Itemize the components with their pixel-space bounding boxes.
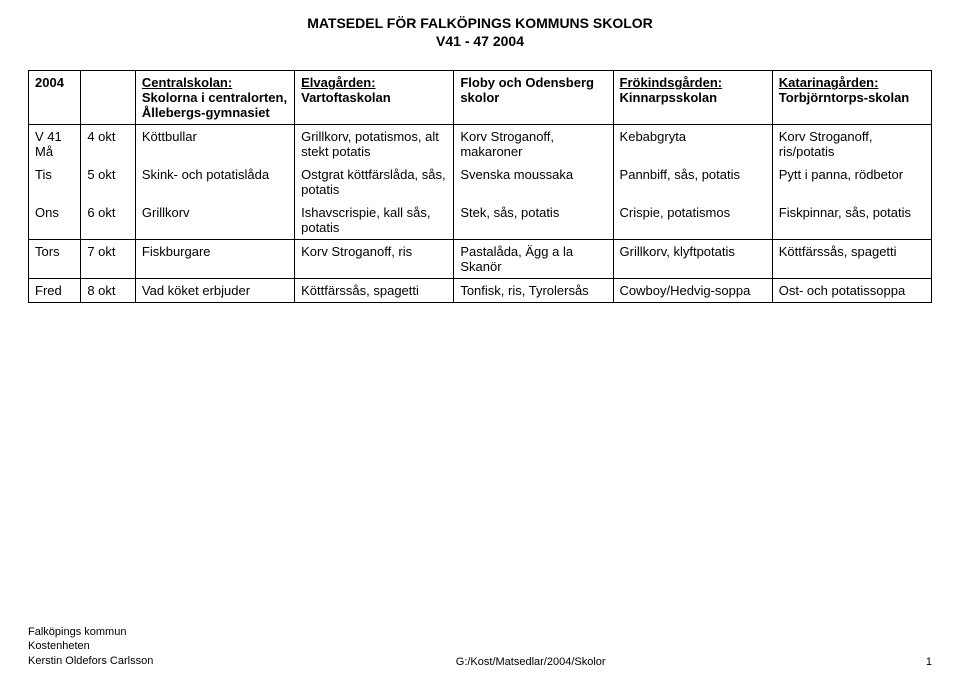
frokindsgarden-title: Frökindsgården: xyxy=(620,75,723,90)
footer-author: Kerstin Oldefors Carlsson xyxy=(28,654,153,668)
cell-c4: Pannbiff, sås, potatis xyxy=(613,163,772,201)
col-frokindsgarden-header: Frökindsgården: Kinnarpsskolan xyxy=(613,71,772,125)
footer-org2: Kostenheten xyxy=(28,639,153,653)
footer-left: Falköpings kommun Kostenheten Kerstin Ol… xyxy=(28,625,153,668)
cell-c5: Köttfärssås, spagetti xyxy=(772,240,931,279)
centralskolan-sub: Skolorna i centralorten, Ållebergs-gymna… xyxy=(142,90,287,120)
floby-title: Floby och Odensberg skolor xyxy=(460,75,594,105)
cell-week: Tors xyxy=(29,240,81,279)
cell-c1: Grillkorv xyxy=(135,201,294,240)
menu-table: 2004 Centralskolan: Skolorna i centralor… xyxy=(28,70,932,303)
table-body: V 41 Må 4 okt Köttbullar Grillkorv, pota… xyxy=(29,125,932,303)
footer-path: G:/Kost/Matsedlar/2004/Skolor xyxy=(153,656,908,668)
cell-c1: Köttbullar xyxy=(135,125,294,164)
cell-c1: Fiskburgare xyxy=(135,240,294,279)
cell-c2: Köttfärssås, spagetti xyxy=(295,279,454,303)
title-line1: MATSEDEL FÖR FALKÖPINGS KOMMUNS SKOLOR xyxy=(0,14,960,32)
cell-c1: Vad köket erbjuder xyxy=(135,279,294,303)
elvagarden-title: Elvagården: xyxy=(301,75,375,90)
katarinagarden-sub: Torbjörntorps-skolan xyxy=(779,90,909,105)
page-footer: Falköpings kommun Kostenheten Kerstin Ol… xyxy=(28,625,932,668)
cell-c3: Korv Stroganoff, makaroner xyxy=(454,125,613,164)
cell-c2: Ostgrat köttfärslåda, sås, potatis xyxy=(295,163,454,201)
cell-c4: Kebabgryta xyxy=(613,125,772,164)
footer-page: 1 xyxy=(908,656,932,668)
cell-c5: Korv Stroganoff, ris/potatis xyxy=(772,125,931,164)
cell-week: V 41 Må xyxy=(29,125,81,164)
cell-c5: Pytt i panna, rödbetor xyxy=(772,163,931,201)
cell-date: 8 okt xyxy=(81,279,136,303)
cell-c3: Stek, sås, potatis xyxy=(454,201,613,240)
cell-c5: Ost- och potatissoppa xyxy=(772,279,931,303)
footer-org1: Falköpings kommun xyxy=(28,625,153,639)
katarinagarden-title: Katarinagården: xyxy=(779,75,879,90)
cell-c4: Grillkorv, klyftpotatis xyxy=(613,240,772,279)
table-row: Fred 8 okt Vad köket erbjuder Köttfärsså… xyxy=(29,279,932,303)
cell-c1: Skink- och potatislåda xyxy=(135,163,294,201)
cell-date: 4 okt xyxy=(81,125,136,164)
title-line2: V41 - 47 2004 xyxy=(0,32,960,50)
cell-c3: Tonfisk, ris, Tyrolersås xyxy=(454,279,613,303)
elvagarden-sub: Vartoftaskolan xyxy=(301,90,391,105)
cell-c4: Cowboy/Hedvig-soppa xyxy=(613,279,772,303)
cell-c2: Korv Stroganoff, ris xyxy=(295,240,454,279)
table-row: Tors 7 okt Fiskburgare Korv Stroganoff, … xyxy=(29,240,932,279)
centralskolan-title: Centralskolan: xyxy=(142,75,232,90)
cell-date: 5 okt xyxy=(81,163,136,201)
cell-week: Tis xyxy=(29,163,81,201)
cell-c2: Ishavscrispie, kall sås, potatis xyxy=(295,201,454,240)
cell-week: Fred xyxy=(29,279,81,303)
table-row: V 41 Må 4 okt Köttbullar Grillkorv, pota… xyxy=(29,125,932,164)
table-header-row: 2004 Centralskolan: Skolorna i centralor… xyxy=(29,71,932,125)
col-year-header: 2004 xyxy=(29,71,81,125)
col-elvagarden-header: Elvagården: Vartoftaskolan xyxy=(295,71,454,125)
cell-week: Ons xyxy=(29,201,81,240)
table-row: Tis 5 okt Skink- och potatislåda Ostgrat… xyxy=(29,163,932,201)
page-title: MATSEDEL FÖR FALKÖPINGS KOMMUNS SKOLOR V… xyxy=(0,0,960,50)
cell-date: 7 okt xyxy=(81,240,136,279)
cell-c3: Pastalåda, Ägg a la Skanör xyxy=(454,240,613,279)
col-floby-header: Floby och Odensberg skolor xyxy=(454,71,613,125)
col-date-header xyxy=(81,71,136,125)
cell-c2: Grillkorv, potatismos, alt stekt potatis xyxy=(295,125,454,164)
table-row: Ons 6 okt Grillkorv Ishavscrispie, kall … xyxy=(29,201,932,240)
col-katarinagarden-header: Katarinagården: Torbjörntorps-skolan xyxy=(772,71,931,125)
cell-c3: Svenska moussaka xyxy=(454,163,613,201)
menu-table-container: 2004 Centralskolan: Skolorna i centralor… xyxy=(0,50,960,303)
cell-c4: Crispie, potatismos xyxy=(613,201,772,240)
cell-date: 6 okt xyxy=(81,201,136,240)
frokindsgarden-sub: Kinnarpsskolan xyxy=(620,90,718,105)
col-centralskolan-header: Centralskolan: Skolorna i centralorten, … xyxy=(135,71,294,125)
cell-c5: Fiskpinnar, sås, potatis xyxy=(772,201,931,240)
